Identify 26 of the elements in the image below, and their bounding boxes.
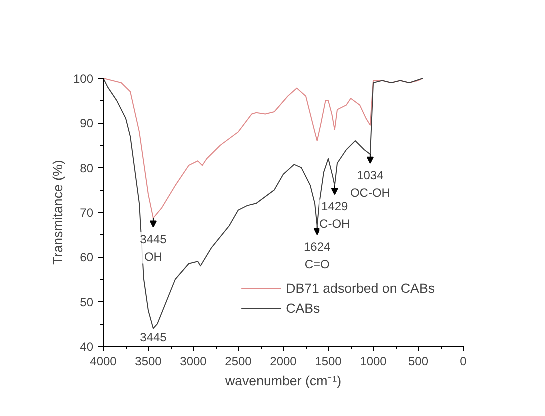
annotation: 3445 OH: [140, 232, 168, 264]
x-tick-label: 1000: [360, 354, 388, 368]
x-tick-label: 2500: [225, 354, 252, 368]
legend-label: CABs: [286, 300, 320, 316]
y-tick-label: 60: [80, 250, 94, 265]
annotation: 3445: [140, 330, 168, 345]
x-tick-label: 0: [460, 354, 468, 368]
line-series: [104, 78, 424, 219]
x-tick-label: 500: [408, 354, 429, 368]
y-tick-label: 100: [73, 72, 94, 86]
annotation: 1034 OC-OH: [350, 168, 390, 200]
annotation: 1429 C-OH: [320, 200, 350, 232]
annotation: 1624 C=O: [304, 240, 332, 272]
x-tick-label: 2000: [270, 354, 298, 368]
y-tick-label: 40: [80, 340, 94, 354]
y-tick-label: 80: [80, 161, 94, 176]
x-tick-label: 4000: [90, 354, 118, 368]
x-tick-label: 3000: [180, 354, 208, 368]
x-tick-label: 1500: [315, 354, 342, 368]
x-axis-title: wavenumber (cm⁻¹): [224, 374, 342, 388]
legend-label: DB71 adsorbed on CABs: [286, 280, 435, 296]
y-tick-label: 70: [80, 206, 94, 220]
y-tick-label: 50: [80, 295, 94, 310]
x-tick-label: 3500: [135, 354, 162, 368]
y-axis-title: Transmitance (%): [50, 160, 66, 265]
y-tick-label: 90: [80, 116, 94, 131]
